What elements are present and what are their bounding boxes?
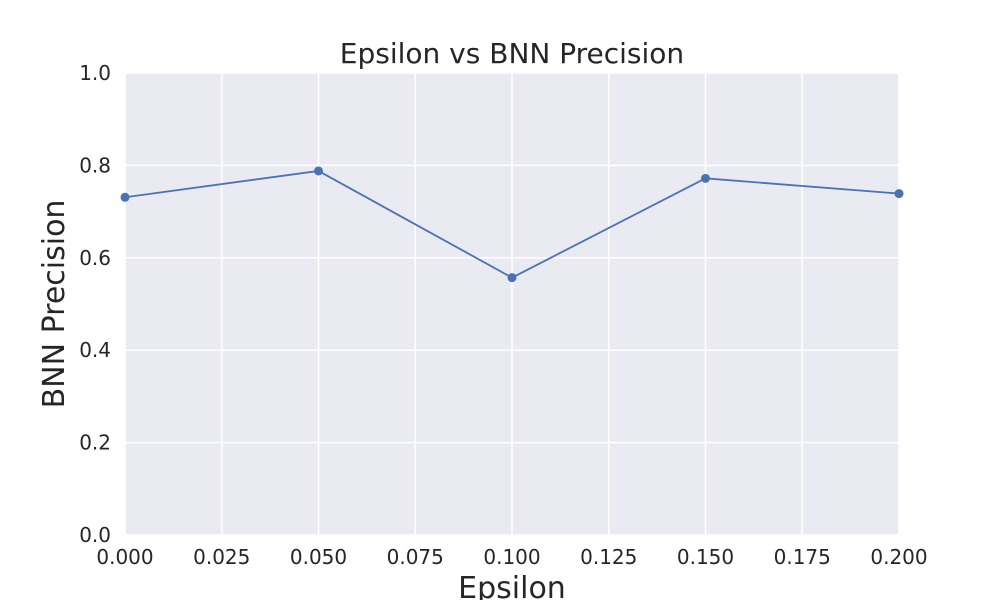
y-tick-label: 0.8 xyxy=(79,153,111,177)
x-axis-title: Epsilon xyxy=(458,571,566,600)
x-tick-label: 0.075 xyxy=(387,545,444,569)
y-tick-label: 0.6 xyxy=(79,246,111,270)
x-tick-label: 0.100 xyxy=(483,545,540,569)
y-tick-label: 0.0 xyxy=(79,523,111,547)
x-tick-labels: 0.000 0.025 0.050 0.075 0.100 0.125 0.150 0.175… xyxy=(96,545,927,569)
x-tick-label: 0.175 xyxy=(774,545,831,569)
data-point xyxy=(314,166,323,176)
x-tick-label: 0.200 xyxy=(870,545,927,569)
series-layer xyxy=(120,166,904,283)
x-tick-label: 0.050 xyxy=(290,545,347,569)
chart-title: Epsilon vs BNN Precision xyxy=(340,37,684,70)
grid-lines xyxy=(124,72,900,536)
x-tick-label: 0.150 xyxy=(677,545,734,569)
data-point xyxy=(507,273,517,283)
x-tick-label: 0.125 xyxy=(580,545,637,569)
y-axis-title: BNN Precision xyxy=(37,200,72,409)
y-tick-label: 0.2 xyxy=(79,431,111,455)
y-tick-label: 0.4 xyxy=(79,338,111,362)
data-point xyxy=(701,173,710,183)
x-tick-label: 0.025 xyxy=(193,545,250,569)
y-tick-labels: 0.0 0.2 0.4 0.6 0.8 1.0 xyxy=(79,61,111,547)
data-point xyxy=(894,189,904,199)
y-tick-label: 1.0 xyxy=(79,61,111,85)
data-point xyxy=(120,192,130,202)
x-tick-label: 0.000 xyxy=(96,545,153,569)
